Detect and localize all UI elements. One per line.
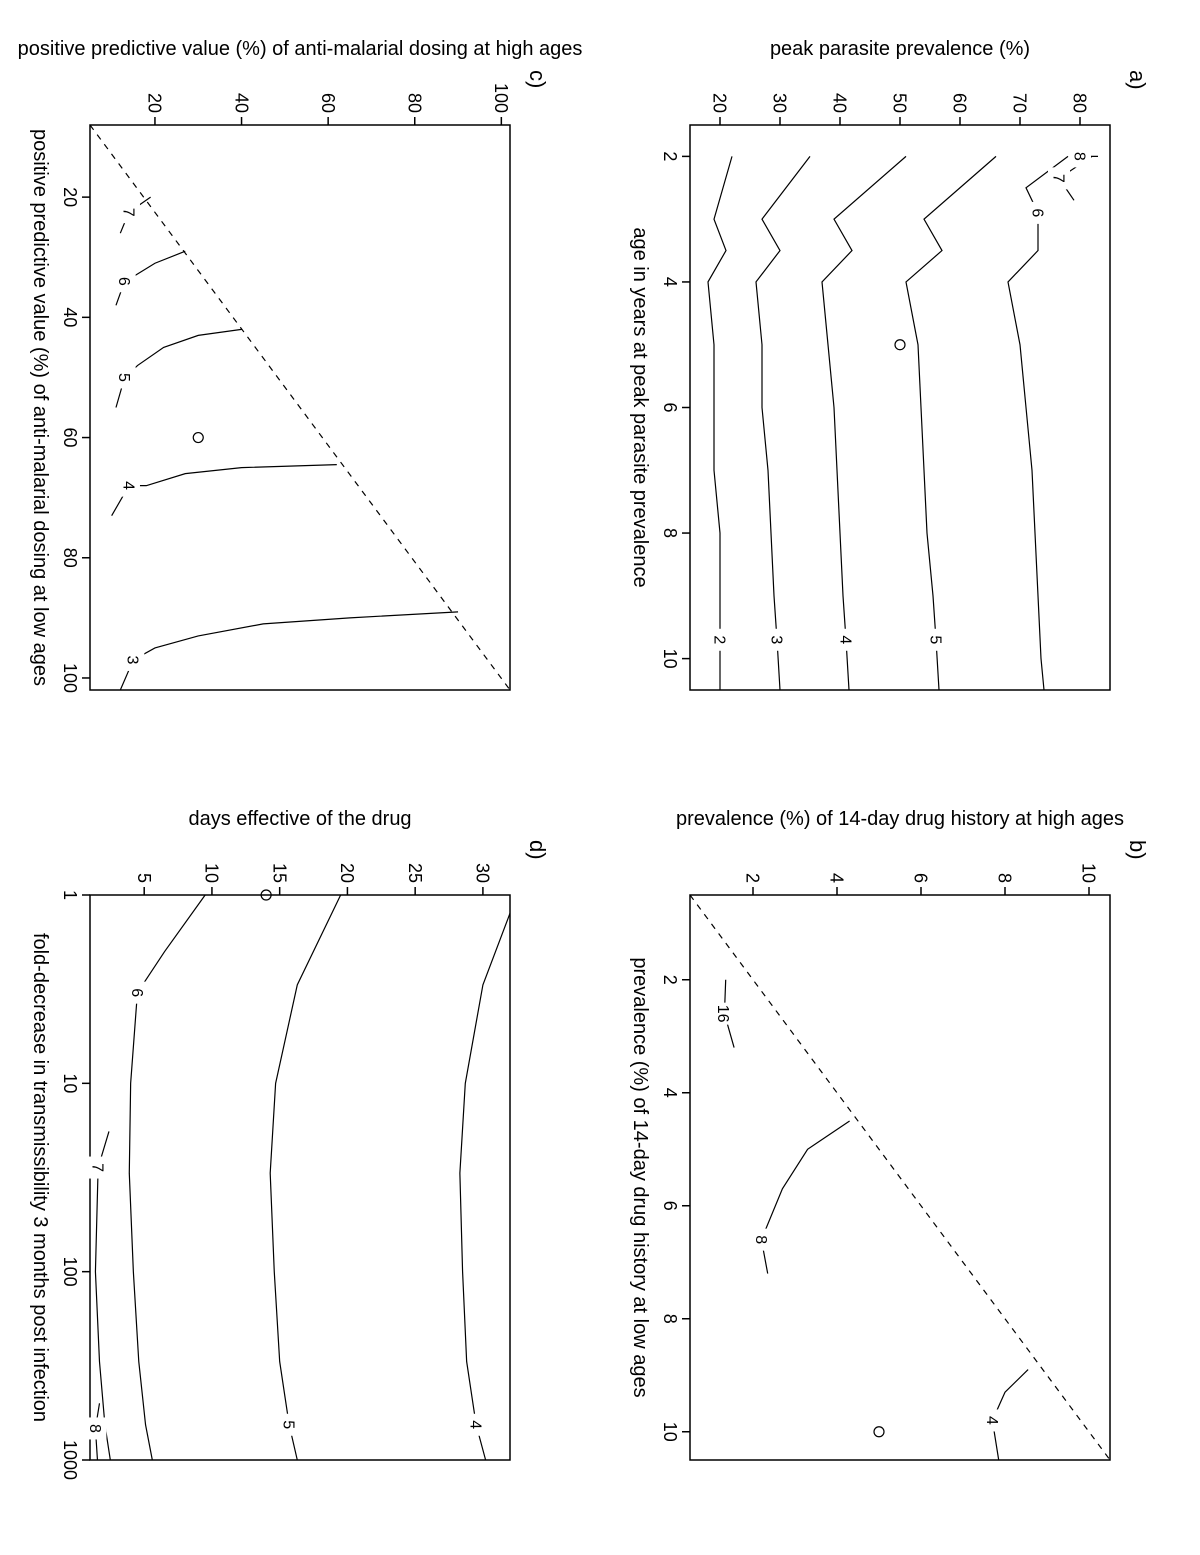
contour-line: [708, 156, 732, 690]
y-tick-label: 15: [269, 863, 289, 883]
contour-label: 7: [1049, 174, 1066, 183]
reference-marker: [895, 340, 905, 350]
y-tick-label: 40: [231, 93, 251, 113]
diagonal-line: [690, 895, 1110, 1460]
y-tick-label: 80: [1070, 93, 1090, 113]
y-tick-label: 60: [318, 93, 338, 113]
contour-line: [756, 156, 810, 690]
y-tick-label: 50: [890, 93, 910, 113]
y-axis-label: days effective of the drug: [188, 808, 411, 830]
contour-line: [270, 895, 340, 1460]
x-tick-label: 6: [660, 402, 680, 412]
x-tick-label: 100: [60, 1257, 80, 1287]
x-tick-label: 4: [660, 277, 680, 287]
contour-label: 8: [752, 1235, 769, 1244]
x-axis-label: positive predictive value (%) of anti-ma…: [29, 129, 51, 686]
contour-label: 5: [280, 1420, 297, 1429]
x-tick-label: 10: [660, 649, 680, 669]
contour-label: 6: [1028, 208, 1045, 217]
contour-label: 6: [115, 277, 132, 286]
y-axis-label: peak parasite prevalence (%): [770, 38, 1030, 60]
contour-line: [95, 1131, 110, 1460]
contour-line: [460, 913, 510, 1460]
y-tick-label: 30: [770, 93, 790, 113]
panel-tag: b): [1125, 840, 1150, 860]
y-tick-label: 6: [911, 873, 931, 883]
contour-label: 8: [1070, 152, 1087, 161]
x-axis-label: age in years at peak parasite prevalence: [629, 227, 651, 587]
y-tick-label: 40: [830, 93, 850, 113]
contour-line: [129, 895, 205, 1460]
y-tick-label: 5: [134, 873, 154, 883]
panel-d: 1 10 100 1000 5 10 15 20 25 30 fold-decrease in tr…: [29, 808, 550, 1480]
contour-label: 3: [124, 655, 141, 664]
contour-label: 5: [926, 635, 943, 644]
y-tick-label: 10: [1079, 863, 1099, 883]
diagonal-line: [90, 125, 510, 690]
contour-label: 2: [710, 635, 727, 644]
panel-c: 20 40 60 80 100 20 40 60 80 100 positive predictiv…: [18, 38, 583, 693]
x-tick-label: 8: [660, 1314, 680, 1324]
y-tick-label: 25: [405, 863, 425, 883]
contour-label: 16: [714, 1005, 731, 1023]
panel-b: 2 4 6 8 10 2 4 6 8 10 prevalence (%) of 14-day dru…: [629, 808, 1150, 1460]
panel-tag: d): [525, 840, 550, 860]
contour-line: [822, 156, 906, 690]
contour-label: 4: [119, 481, 136, 490]
y-tick-label: 20: [710, 93, 730, 113]
x-tick-label: 6: [660, 1201, 680, 1211]
y-tick-label: 10: [202, 863, 222, 883]
y-tick-label: 30: [473, 863, 493, 883]
contour-label: 4: [983, 1416, 1000, 1425]
y-tick-label: 80: [404, 93, 424, 113]
x-tick-label: 80: [60, 548, 80, 568]
x-tick-label: 4: [660, 1088, 680, 1098]
y-tick-label: 2: [743, 873, 763, 883]
y-tick-label: 20: [145, 93, 165, 113]
contour-line: [112, 465, 337, 516]
x-tick-label: 1000: [60, 1440, 80, 1480]
y-axis-label: prevalence (%) of 14-day drug history at…: [676, 808, 1124, 830]
reference-marker: [874, 1427, 884, 1437]
x-tick-label: 2: [660, 975, 680, 985]
y-tick-label: 70: [1010, 93, 1030, 113]
contour-line: [906, 156, 996, 690]
panel-tag: c): [525, 70, 550, 88]
y-tick-label: 20: [337, 863, 357, 883]
x-tick-label: 40: [60, 307, 80, 327]
x-tick-label: 60: [60, 428, 80, 448]
reference-marker: [193, 433, 203, 443]
contour-label: 6: [128, 988, 145, 997]
panel-a: 2 4 6 8 10 20 30 40 50 60 70 80 age in years at peak…: [629, 38, 1150, 690]
x-tick-label: 100: [60, 663, 80, 693]
x-tick-label: 1: [60, 890, 80, 900]
x-tick-label: 20: [60, 187, 80, 207]
x-tick-label: 2: [660, 151, 680, 161]
y-tick-label: 8: [995, 873, 1015, 883]
contour-label: 4: [467, 1420, 484, 1429]
contour-label: 3: [767, 635, 784, 644]
x-axis-label: fold-decrease in transmissibility 3 mont…: [29, 933, 51, 1422]
contour-line: [761, 1121, 849, 1274]
contour-line: [1008, 156, 1068, 690]
contour-line: [120, 612, 458, 690]
figure-root: 2 4 6 8 10 20 30 40 50 60 70 80 age in years at peak…: [0, 0, 1200, 1555]
contour-label: 4: [836, 635, 853, 644]
y-axis-label: positive predictive value (%) of anti-ma…: [18, 38, 583, 60]
y-tick-label: 60: [950, 93, 970, 113]
x-tick-label: 8: [660, 528, 680, 538]
y-tick-label: 4: [827, 873, 847, 883]
x-axis-label: prevalence (%) of 14-day drug history at…: [629, 957, 651, 1397]
panel-tag: a): [1125, 70, 1150, 90]
contour-label: 5: [115, 373, 132, 382]
contour-label: 7: [119, 208, 136, 217]
y-tick-label: 100: [491, 83, 511, 113]
x-tick-label: 10: [660, 1422, 680, 1442]
x-tick-label: 10: [60, 1073, 80, 1093]
contour-label: 7: [89, 1163, 106, 1172]
contour-label: 8: [86, 1424, 103, 1433]
